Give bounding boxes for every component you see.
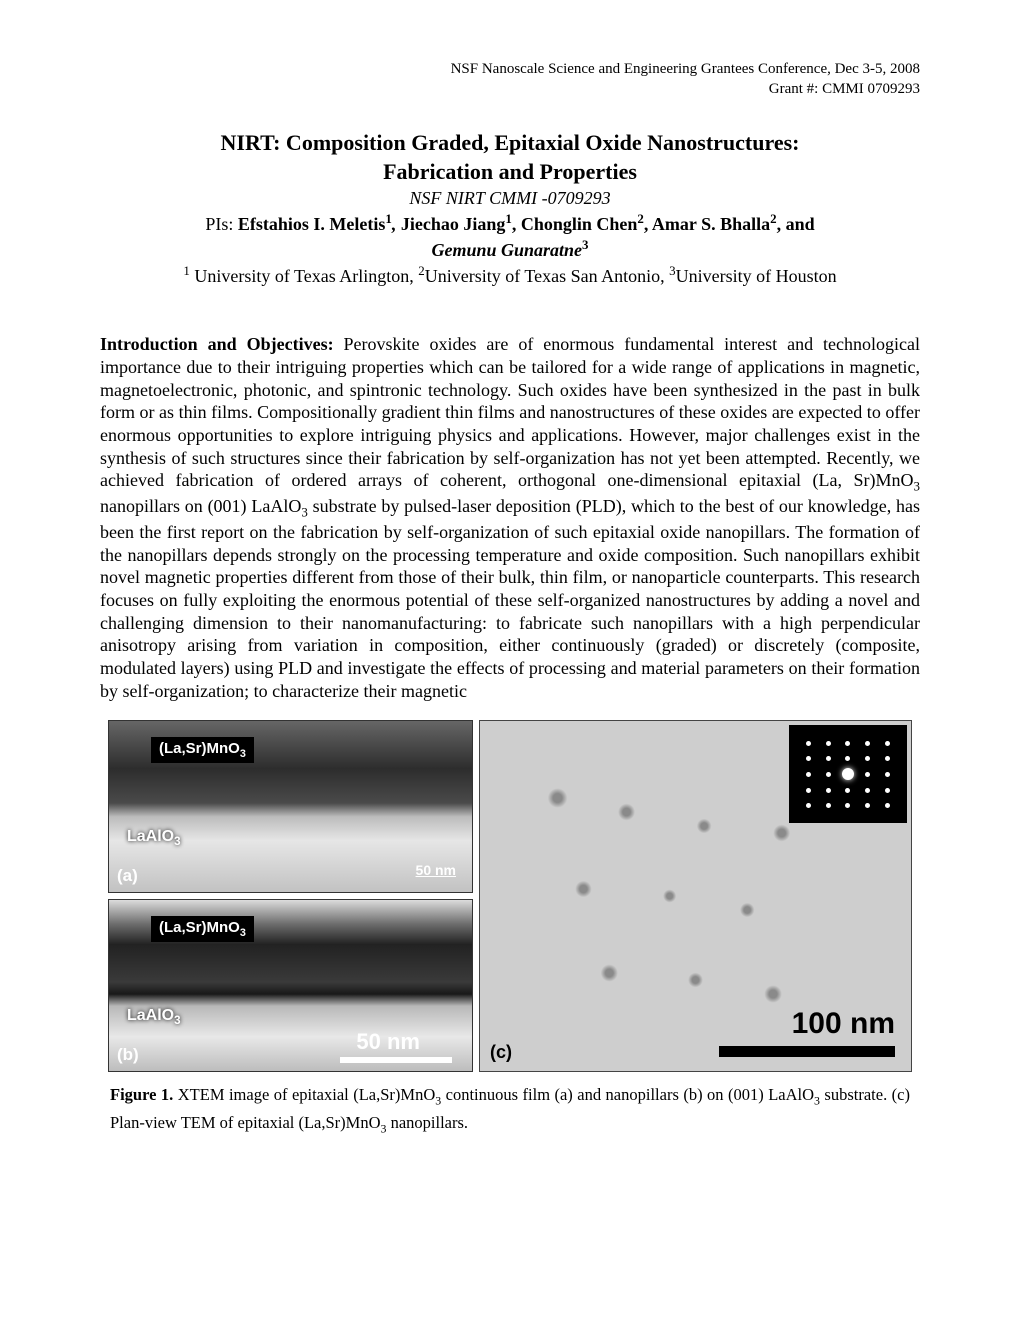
pi-name-2: Jiechao Jiang [401,214,506,234]
panel-c-scale: 100 nm [792,1007,895,1041]
body-text-3: substrate by pulsed-laser deposition (PL… [100,496,920,701]
caption-t2: continuous film (a) and nanopillars (b) … [441,1085,814,1104]
pi-name-4: , Amar S. Bhalla [644,214,770,234]
figure-1: (La,Sr)MnO3 LaAlO3 (a) 50 nm (La,Sr)MnO3… [100,720,920,1137]
pi-and: , and [777,214,815,234]
title-block: NIRT: Composition Graded, Epitaxial Oxid… [100,129,920,287]
pi-label: PIs: [205,214,238,234]
panel-a-layer-label: (La,Sr)MnO3 [151,737,254,763]
body-text-1: Perovskite oxides are of enormous fundam… [100,334,920,490]
panel-b-letter: (b) [117,1045,139,1065]
panel-c-scale-bar [719,1046,895,1057]
aff-1: University of Texas Arlington, [190,266,418,286]
figure-panel-c: (c) 100 nm [479,720,912,1072]
figure-caption: Figure 1. XTEM image of epitaxial (La,Sr… [108,1082,912,1137]
grant-subtitle: NSF NIRT CMMI -0709293 [100,188,920,209]
panel-a-scale: 50 nm [416,862,456,880]
figure-panel-a: (La,Sr)MnO3 LaAlO3 (a) 50 nm [108,720,473,893]
main-title-line2: Fabrication and Properties [100,158,920,187]
pi-line: PIs: Efstahios I. Meletis1, Jiechao Jian… [100,211,920,235]
conference-line: NSF Nanoscale Science and Engineering Gr… [100,60,920,80]
pi-name-1: Efstahios I. Meletis [238,214,386,234]
body-sub-1: 3 [914,479,920,494]
body-text-2: nanopillars on (001) LaAlO [100,496,301,516]
last-pi-name: Gemunu Gunaratne [431,240,582,260]
last-pi: Gemunu Gunaratne3 [100,237,920,261]
caption-t4: nanopillars. [386,1113,468,1132]
affiliations: 1 University of Texas Arlington, 2Univer… [100,263,920,287]
main-title-line1: NIRT: Composition Graded, Epitaxial Oxid… [100,129,920,158]
pi-name-3: , Chonglin Chen [512,214,638,234]
last-pi-sup: 3 [582,237,588,252]
panel-b-layer-label: (La,Sr)MnO3 [151,916,254,942]
caption-head: Figure 1. [110,1085,173,1104]
body-paragraph: Introduction and Objectives: Perovskite … [100,333,920,702]
panel-a-letter: (a) [117,866,138,886]
header-grant-line: Grant #: CMMI 0709293 [100,80,920,100]
figure-left-column: (La,Sr)MnO3 LaAlO3 (a) 50 nm (La,Sr)MnO3… [108,720,473,1072]
panel-b-scale-bar [340,1057,452,1063]
diffraction-inset [789,725,907,823]
aff-3: University of Houston [676,266,837,286]
panel-c-letter: (c) [490,1042,512,1063]
panel-b-substrate-label: LaAlO3 [127,1007,181,1027]
panel-b-scale: 50 nm [356,1029,420,1055]
figure-panel-b: (La,Sr)MnO3 LaAlO3 (b) 50 nm [108,899,473,1072]
panel-a-substrate-label: LaAlO3 [127,828,181,848]
section-heading: Introduction and Objectives: [100,334,334,354]
aff-2: University of Texas San Antonio, [425,266,669,286]
pi-comma-italic: , [392,214,401,234]
caption-t1: XTEM image of epitaxial (La,Sr)MnO [173,1085,435,1104]
header-meta: NSF Nanoscale Science and Engineering Gr… [100,60,920,99]
